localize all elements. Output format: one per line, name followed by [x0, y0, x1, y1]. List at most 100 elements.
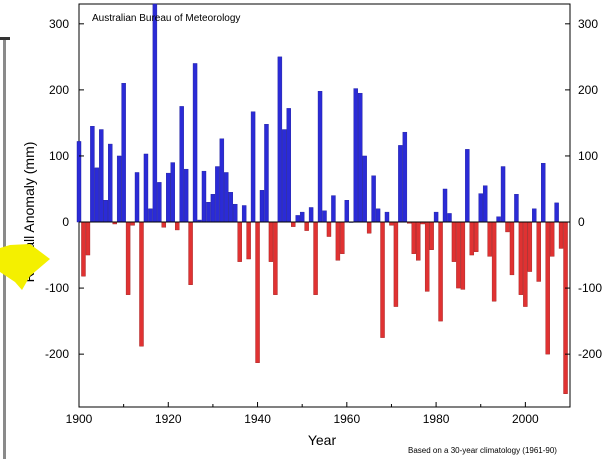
- bar-1905: [99, 129, 104, 223]
- bar-1915: [143, 153, 149, 223]
- bar-1997: [509, 221, 515, 276]
- bar-1903: [90, 126, 95, 223]
- bar-1939: [250, 111, 256, 223]
- y-ticks-left: -200 -100 0 100 200 300: [45, 17, 84, 361]
- bar-1989: [474, 221, 479, 252]
- bar-1957: [331, 195, 336, 223]
- bar-1952: [308, 207, 314, 223]
- x-tick-label: 1980: [423, 412, 450, 426]
- bar-2007: [554, 202, 559, 223]
- bar-1944: [273, 221, 278, 295]
- bar-1930: [210, 194, 216, 223]
- bar-1911: [125, 221, 131, 295]
- bar-1986: [460, 221, 466, 290]
- bar-1929: [206, 201, 211, 223]
- bar-1996: [505, 221, 510, 233]
- bar-1932: [219, 138, 225, 223]
- y-ticks-right: -200 -100 0 100 200 300: [565, 17, 602, 361]
- y-tick-left-label: 300: [49, 17, 69, 31]
- bar-1934: [228, 192, 233, 223]
- bar-1955: [322, 210, 327, 223]
- bar-1942: [264, 124, 269, 223]
- bar-1913: [134, 172, 140, 223]
- bar-1992: [487, 221, 492, 257]
- y-tick-right-label: -100: [578, 281, 602, 295]
- bar-1983: [447, 213, 452, 223]
- pointer-arrow-icon: [0, 244, 50, 290]
- bar-2004: [541, 163, 546, 223]
- bar-2001: [527, 221, 533, 272]
- bar-1991: [482, 185, 488, 223]
- bar-1949: [295, 215, 300, 223]
- bar-2008: [558, 221, 564, 249]
- bar-1954: [317, 91, 323, 223]
- bar-1980: [433, 211, 439, 223]
- bar-1907: [108, 143, 113, 223]
- x-tick-label: 1960: [333, 412, 360, 426]
- bar-1971: [393, 221, 399, 307]
- bar-1928: [201, 170, 207, 223]
- bar-1981: [438, 221, 443, 322]
- bar-1950: [299, 211, 305, 223]
- bar-1965: [366, 221, 372, 234]
- bar-2006: [549, 221, 555, 257]
- y-tick-right-label: 100: [578, 149, 598, 163]
- bar-1999: [518, 221, 524, 295]
- bar-1985: [456, 221, 461, 289]
- bar-1964: [362, 155, 367, 223]
- bar-1990: [478, 193, 483, 223]
- bar-1979: [429, 221, 434, 250]
- bar-1933: [224, 172, 229, 223]
- bar-1917: [152, 3, 158, 223]
- bar-1922: [174, 221, 180, 231]
- bar-1919: [161, 221, 167, 228]
- bar-1975: [411, 221, 416, 254]
- bar-1940: [255, 221, 260, 363]
- bar-2003: [536, 221, 541, 282]
- bar-1987: [465, 149, 470, 223]
- bar-1909: [116, 155, 122, 223]
- bar-1921: [170, 162, 175, 223]
- bar-1910: [121, 83, 126, 223]
- bar-1995: [500, 166, 506, 223]
- bar-1988: [469, 221, 475, 256]
- y-tick-left-label: 0: [62, 215, 69, 229]
- bar-1902: [85, 221, 91, 256]
- bar-1900: [76, 141, 82, 223]
- x-ticks: 1900 1920 1940 1960 1980 2000: [66, 402, 539, 426]
- bar-1968: [380, 221, 385, 338]
- bar-1967: [375, 208, 381, 223]
- y-tick-right-label: 200: [578, 83, 598, 97]
- bar-1978: [424, 221, 430, 292]
- bar-1963: [358, 92, 363, 223]
- bar-2009: [563, 221, 568, 394]
- bar-1973: [402, 131, 408, 223]
- bar-1946: [282, 129, 287, 223]
- plot-border: [78, 3, 571, 408]
- y-tick-right-label: -200: [578, 347, 602, 361]
- y-tick-right-label: 300: [578, 17, 598, 31]
- bar-1914: [139, 221, 144, 347]
- plot-frame: [78, 3, 571, 408]
- bar-1993: [491, 221, 497, 302]
- bars-group: [76, 3, 568, 394]
- bar-1918: [157, 182, 162, 223]
- bar-1925: [188, 221, 193, 285]
- y-tick-right-label: 0: [578, 215, 585, 229]
- bar-1938: [246, 221, 251, 260]
- bar-1936: [237, 221, 242, 262]
- bar-1945: [277, 56, 283, 223]
- bar-1962: [353, 88, 358, 223]
- bar-1998: [514, 194, 519, 223]
- bar-1947: [286, 108, 291, 223]
- slide-edge-tick: [0, 37, 10, 40]
- bar-1958: [335, 221, 341, 261]
- x-tick-label: 1920: [155, 412, 182, 426]
- bar-1972: [398, 145, 403, 223]
- bar-1931: [215, 166, 220, 223]
- y-tick-left-label: -200: [45, 347, 69, 361]
- bar-1941: [259, 190, 265, 223]
- x-axis-title: Year: [308, 432, 337, 448]
- bar-1953: [313, 221, 318, 295]
